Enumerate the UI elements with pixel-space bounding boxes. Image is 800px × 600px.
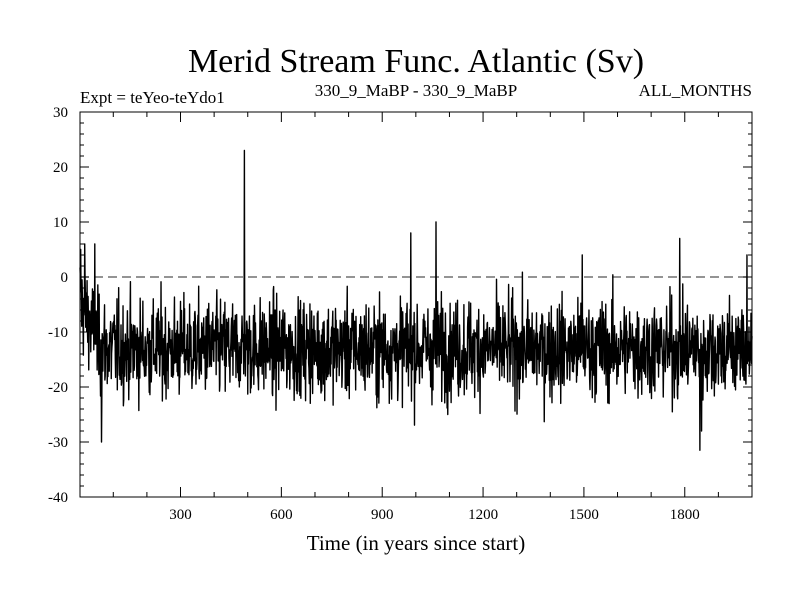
period-label: 330_9_MaBP - 330_9_MaBP [315, 81, 517, 100]
y-tick-label: 30 [53, 105, 68, 121]
x-tick-label: 900 [371, 507, 394, 523]
chart-title: Merid Stream Func. Atlantic (Sv) [188, 43, 644, 80]
y-tick-label: 20 [53, 160, 68, 176]
y-tick-label: -30 [48, 435, 68, 451]
y-tick-label: 10 [53, 215, 68, 231]
experiment-label: Expt = teYeo-teYdo1 [80, 88, 225, 107]
x-tick-label: 1200 [468, 507, 498, 523]
x-tick-label: 300 [169, 507, 192, 523]
months-label: ALL_MONTHS [639, 81, 752, 100]
y-tick-label: -40 [48, 490, 68, 506]
y-tick-label: -20 [48, 380, 68, 396]
y-tick-label: -10 [48, 325, 68, 341]
x-axis-label: Time (in years since start) [307, 531, 526, 555]
x-tick-label: 600 [270, 507, 293, 523]
x-tick-label: 1500 [569, 507, 599, 523]
x-tick-label: 1800 [670, 507, 700, 523]
plot-area: 30 20 10 0 -10 -20 -30 -40 300 600 900 1200 1500 1800 [48, 105, 753, 523]
series-line [79, 149, 753, 451]
y-tick-label: 0 [61, 270, 69, 286]
